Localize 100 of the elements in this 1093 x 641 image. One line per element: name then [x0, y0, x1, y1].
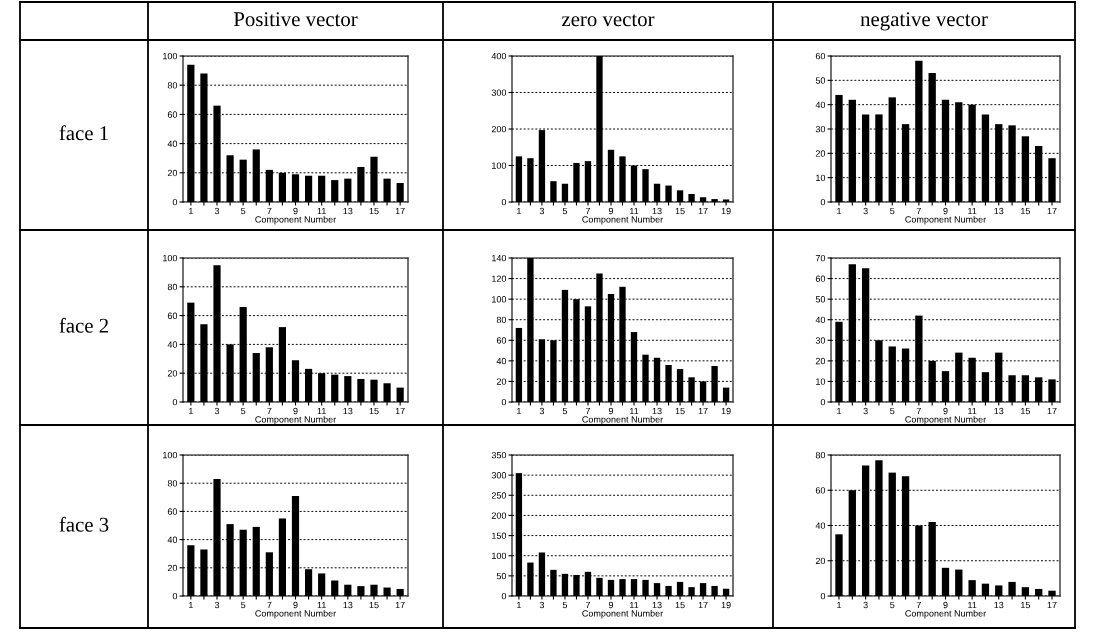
x-axis-title: Component Number — [582, 415, 663, 425]
x-tick-label: 17 — [395, 407, 405, 415]
y-tick-label: 80 — [167, 283, 178, 291]
y-tick-label: 0 — [501, 592, 507, 600]
y-tick-label: 80 — [496, 316, 507, 324]
x-tick-label: 13 — [343, 207, 353, 215]
x-tick-label: 1 — [189, 407, 193, 415]
x-tick-label: 1 — [189, 601, 193, 609]
y-tick-label: 60 — [496, 337, 507, 344]
x-tick-label: 17 — [395, 601, 405, 609]
y-tick-label: 40 — [815, 101, 826, 109]
y-tick-label: 140 — [492, 254, 507, 262]
y-tick-label: 20 — [167, 370, 178, 377]
x-tick-label: 9 — [943, 207, 948, 215]
y-tick-label: 0 — [501, 398, 507, 406]
x-tick-label: 15 — [369, 407, 379, 415]
x-tick-label: 7 — [916, 407, 921, 415]
x-tick-label: 1 — [517, 407, 521, 415]
x-tick-label: 3 — [539, 601, 545, 609]
x-tick-label: 7 — [585, 601, 591, 609]
x-tick-label: 17 — [395, 207, 405, 215]
x-tick-label: 3 — [214, 601, 220, 609]
x-tick-label: 17 — [698, 207, 708, 215]
y-tick-label: 60 — [815, 275, 826, 282]
y-tick-label: 40 — [815, 316, 826, 324]
x-axis-title: Component Number — [582, 609, 663, 619]
x-tick-label: 7 — [267, 601, 272, 609]
text: face 3 — [59, 516, 109, 532]
y-tick-label: 350 — [491, 451, 507, 459]
x-tick-label: 9 — [293, 407, 298, 415]
x-tick-label: 3 — [539, 407, 545, 415]
x-tick-label: 7 — [267, 407, 272, 415]
y-tick-label: 40 — [167, 140, 178, 147]
x-axis-title: Component Number — [255, 215, 336, 225]
y-tick-label: 50 — [815, 296, 826, 303]
chart-title: negative vector — [860, 12, 988, 31]
x-tick-label: 1 — [837, 601, 842, 609]
x-tick-label: 13 — [343, 601, 353, 609]
y-tick-label: 0 — [820, 398, 826, 406]
y-tick-label: 100 — [492, 162, 507, 169]
y-tick-label: 10 — [816, 378, 826, 385]
x-tick-label: 19 — [721, 207, 731, 215]
x-tick-label: 9 — [943, 601, 948, 609]
text: face 1 — [59, 125, 108, 141]
x-tick-label: 1 — [189, 207, 193, 215]
x-tick-label: 9 — [608, 207, 614, 215]
x-tick-label: 5 — [241, 407, 246, 415]
y-tick-label: 50 — [815, 77, 826, 84]
y-tick-label: 60 — [167, 312, 178, 319]
y-tick-label: 80 — [815, 451, 826, 459]
y-tick-label: 60 — [815, 52, 826, 60]
y-tick-label: 20 — [167, 564, 178, 572]
x-tick-label: 7 — [585, 207, 591, 215]
x-axis-title: Component Number — [255, 415, 336, 425]
x-tick-label: 15 — [369, 601, 379, 609]
x-tick-label: 1 — [517, 601, 521, 609]
y-tick-label: 0 — [820, 592, 826, 600]
x-tick-label: 11 — [317, 407, 326, 415]
x-tick-label: 3 — [863, 207, 868, 215]
x-tick-label: 5 — [562, 601, 568, 609]
y-tick-label: 100 — [163, 52, 178, 60]
y-tick-label: 100 — [492, 296, 507, 303]
y-tick-label: 100 — [492, 552, 507, 560]
y-tick-label: 100 — [163, 254, 178, 262]
y-tick-label: 0 — [172, 198, 178, 206]
x-tick-label: 5 — [890, 207, 895, 215]
x-tick-label: 3 — [863, 407, 868, 415]
y-tick-label: 0 — [172, 398, 178, 406]
x-tick-label: 11 — [968, 601, 977, 609]
y-tick-label: 40 — [167, 536, 178, 543]
y-tick-label: 80 — [167, 82, 178, 89]
x-tick-label: 11 — [630, 207, 639, 215]
y-tick-label: 400 — [491, 52, 507, 60]
x-tick-label: 9 — [608, 407, 614, 415]
x-tick-label: 13 — [994, 407, 1004, 415]
x-tick-label: 11 — [317, 207, 326, 215]
x-tick-label: 9 — [293, 601, 298, 609]
y-tick-label: 40 — [496, 357, 507, 365]
x-tick-label: 15 — [675, 207, 685, 215]
x-tick-label: 7 — [916, 207, 921, 215]
x-tick-label: 1 — [837, 407, 842, 415]
y-tick-label: 20 — [815, 357, 826, 365]
x-tick-label: 15 — [675, 601, 685, 609]
x-tick-label: 3 — [214, 407, 220, 415]
text: face 2 — [59, 317, 108, 333]
x-tick-label: 7 — [267, 207, 272, 215]
x-tick-label: 13 — [652, 601, 662, 609]
y-tick-label: 50 — [496, 572, 507, 580]
x-tick-label: 11 — [317, 601, 326, 609]
x-tick-label: 3 — [214, 207, 220, 215]
chart-title: zero vector — [562, 14, 655, 27]
x-tick-label: 13 — [652, 407, 662, 415]
x-tick-label: 13 — [343, 407, 353, 415]
x-tick-label: 5 — [241, 207, 246, 215]
x-tick-label: 17 — [1047, 407, 1057, 415]
y-tick-label: 20 — [167, 169, 178, 177]
y-tick-label: 300 — [491, 89, 507, 96]
y-tick-label: 120 — [492, 275, 507, 282]
chart-title: Positive vector — [233, 12, 358, 27]
y-tick-label: 250 — [491, 492, 507, 499]
